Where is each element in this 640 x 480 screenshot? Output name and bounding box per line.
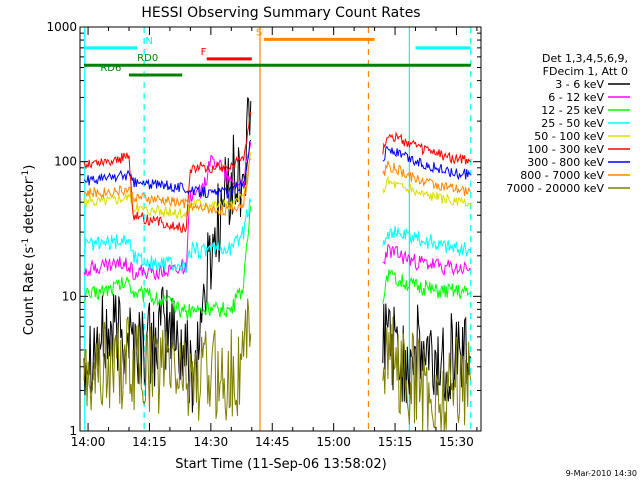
legend-entry-1: 6 - 12 keV: [548, 91, 604, 104]
chart-title: HESSI Observing Summary Count Rates: [141, 5, 420, 21]
legend: Det 1,3,4,5,6,9,FDecim 1, Att 03 - 6 keV…: [506, 52, 630, 195]
x-tick-label-4: 15:00: [316, 435, 351, 449]
x-tick-label-0: 14:00: [71, 435, 106, 449]
y-axis-label-end: ): [22, 165, 37, 170]
x-tick-label-1: 14:15: [132, 435, 167, 449]
series-line-5: [83, 111, 472, 233]
series-line-2: [83, 205, 472, 320]
legend-entry-0: 3 - 6 keV: [555, 78, 604, 91]
plot-layer: [84, 27, 472, 431]
series-line-6: [83, 139, 472, 199]
x-tick-label-6: 15:30: [439, 435, 474, 449]
legend-header-0: Det 1,3,4,5,6,9,: [542, 52, 628, 65]
y-axis-label: Count Rate (s-1 detector-1): [21, 165, 37, 336]
x-tick-label-2: 14:30: [194, 435, 229, 449]
axis-layer: 14:00 14:15 14:30 14:45 15:00 15:15 15:30 1 10 10…: [46, 20, 481, 449]
flag-label-rd6: RD6: [100, 63, 121, 74]
legend-entry-7: 800 - 7000 keV: [520, 169, 604, 182]
x-axis-label: Start Time (11-Sep-06 13:58:02): [175, 457, 386, 472]
y-tick-label-0: 1: [69, 424, 77, 438]
legend-entry-3: 25 - 50 keV: [541, 117, 604, 130]
series-line-3: [83, 198, 472, 274]
series-line-8: [83, 298, 472, 432]
legend-entry-5: 100 - 300 keV: [527, 143, 604, 156]
flag-layer: N F S RD0 RD6: [83, 27, 471, 77]
flag-label-s: S: [256, 27, 262, 38]
y-tick-label-2: 100: [54, 155, 77, 169]
y-tick-label-3: 1000: [46, 20, 77, 34]
y-tick-label-1: 10: [62, 289, 77, 303]
legend-entry-8: 7000 - 20000 keV: [506, 182, 604, 195]
legend-entry-2: 12 - 25 keV: [541, 104, 604, 117]
series-layer: [83, 97, 472, 432]
y-axis-label-mid: detector: [22, 178, 37, 238]
flag-label-rd0: RD0: [137, 53, 158, 64]
y-axis-label-sup2: -1: [21, 170, 31, 179]
x-tick-label-5: 15:15: [378, 435, 413, 449]
y-axis-label-sup1: -1: [21, 238, 31, 247]
legend-entry-4: 50 - 100 keV: [534, 130, 604, 143]
x-tick-label-3: 14:45: [255, 435, 290, 449]
series-line-7: [83, 157, 472, 217]
series-line-0: [83, 97, 472, 413]
y-axis-label-main: Count Rate (s: [22, 247, 37, 336]
series-line-4: [83, 151, 472, 220]
plot-frame: [79, 26, 482, 432]
flag-label-f: F: [201, 47, 207, 58]
timestamp: 9-Mar-2010 14:30: [566, 469, 637, 478]
legend-header-1: FDecim 1, Att 0: [543, 65, 628, 78]
flag-label-n: N: [145, 36, 152, 47]
legend-entry-6: 300 - 800 keV: [527, 156, 604, 169]
